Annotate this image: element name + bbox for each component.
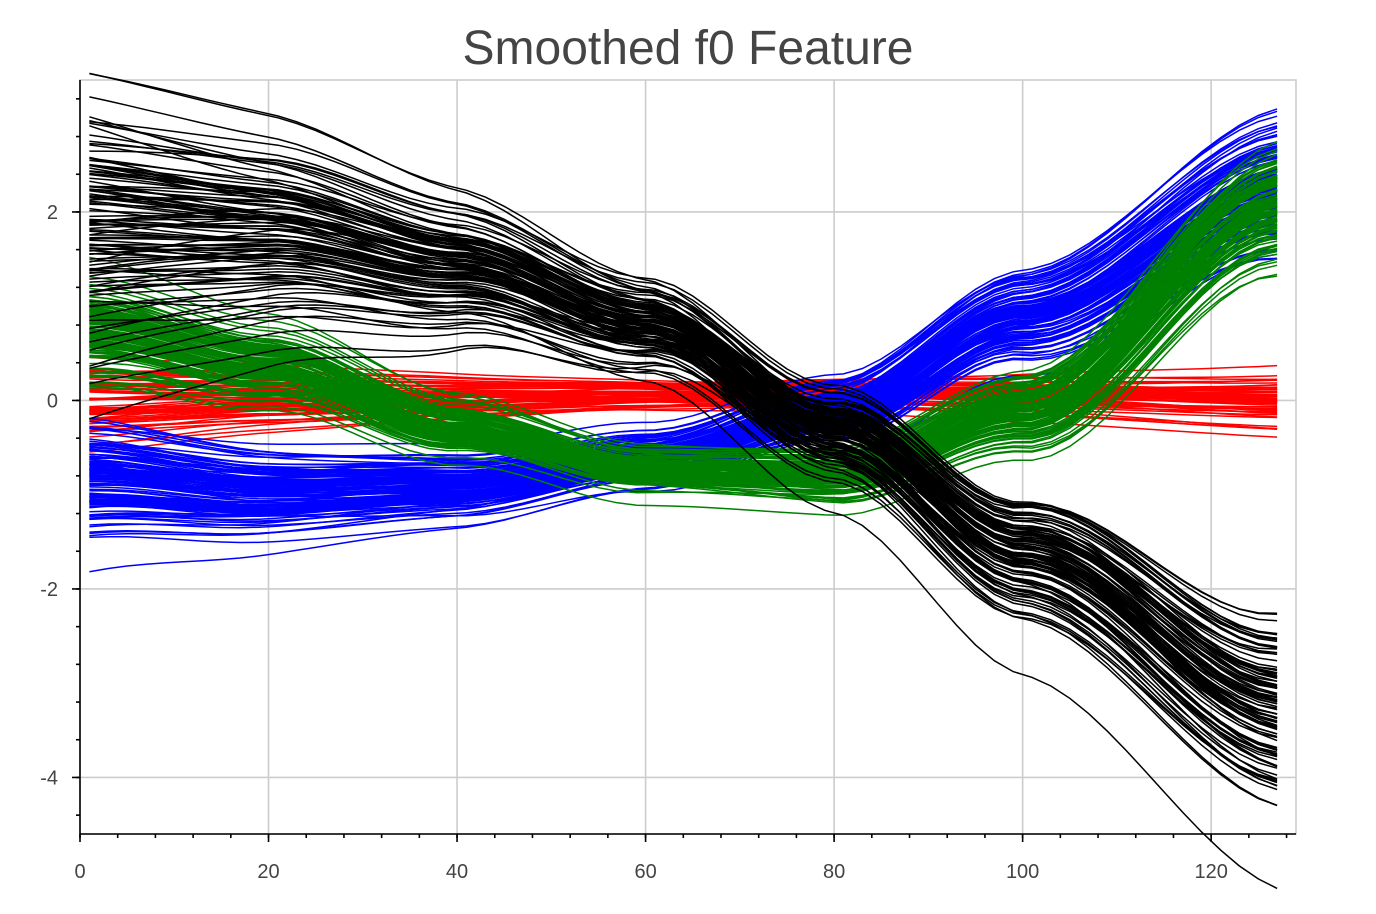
series-line [89,277,1278,749]
series-line [89,248,1278,499]
series-line [89,213,1278,483]
x-tick-label: 40 [446,861,468,883]
series-line [89,175,1278,459]
series-line [89,125,1278,486]
series-line [89,212,1278,482]
series-line [89,180,1278,769]
series-line [89,164,1278,703]
series-line [89,108,1278,476]
series-line [89,218,1278,481]
series-line [89,307,1278,687]
series-line [89,184,1278,473]
series-line [89,264,1278,504]
y-tick-label: -2 [40,579,58,601]
series-line [89,247,1278,662]
series-line [89,252,1278,616]
series-line [89,185,1278,686]
x-tick-label: 60 [634,861,656,883]
y-tick-label: -4 [40,767,58,789]
series-line [89,122,1278,635]
x-tick-label: 20 [257,861,279,883]
series-line [89,274,1278,705]
x-tick-label: 80 [823,861,845,883]
series-line [89,120,1278,720]
series-line [89,296,1278,791]
series-line [89,180,1278,483]
series-line [89,160,1278,460]
x-tick-label: 100 [1006,861,1039,883]
series-group [89,72,1278,890]
series-line [89,201,1278,784]
series-line [89,173,1278,462]
y-tick-label: 2 [47,202,58,224]
series-line [89,408,1278,438]
series-line [89,170,1278,474]
chart-title: Smoothed f0 Feature [463,22,914,75]
series-line [89,243,1278,705]
series-line [89,156,1278,458]
series-line [89,127,1278,460]
series-line [89,149,1278,446]
series-line [89,195,1278,688]
series-line [89,172,1278,724]
series-line [89,159,1278,643]
axes: 0 20 40 60 80 100 120 -4 -2 0 2 [40,80,1296,883]
series-line [89,158,1278,450]
series-curves [89,72,1278,890]
x-tick-label: 120 [1194,861,1227,883]
series-line [89,218,1278,489]
series-line [89,273,1278,517]
y-tick-label: 0 [47,390,58,412]
series-line [89,254,1278,703]
series-line [89,180,1278,454]
series-line [89,177,1278,468]
series-line [89,215,1278,722]
series-line [89,218,1278,715]
series-line [89,173,1278,674]
x-tick-label: 0 [74,861,85,883]
series-line [89,282,1278,622]
series-line [89,134,1278,641]
series-line [89,304,1278,649]
series-line [89,223,1278,678]
